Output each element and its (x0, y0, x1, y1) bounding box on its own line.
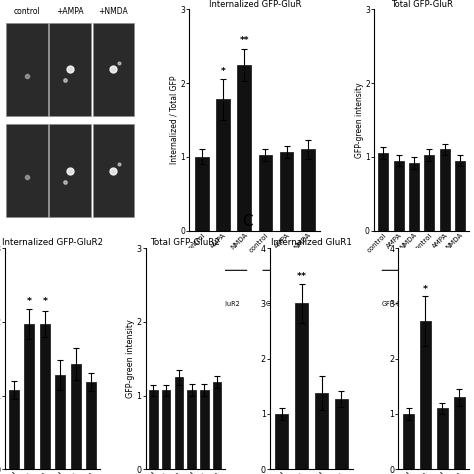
Text: GFP-GluR2: GFP-GluR2 (206, 301, 240, 307)
Title: Internalized GFP-GluR2: Internalized GFP-GluR2 (2, 238, 103, 247)
Bar (162, 391, 170, 469)
Bar (9, 390, 19, 469)
Bar (216, 100, 230, 230)
Bar (420, 321, 431, 469)
Bar (335, 399, 348, 469)
Bar (175, 377, 183, 469)
Text: *: * (27, 297, 32, 306)
Bar (92, 23, 135, 116)
Text: **: ** (239, 36, 249, 45)
Text: GFP-GluR2: GFP-GluR2 (381, 301, 416, 307)
Text: +AMPA: +AMPA (56, 7, 84, 16)
Title: Total GFP-GluR: Total GFP-GluR (391, 0, 453, 9)
Bar (440, 149, 450, 230)
Bar (454, 397, 465, 469)
Y-axis label: GFP-green intensity: GFP-green intensity (355, 82, 364, 158)
Bar (86, 383, 96, 469)
Bar (213, 383, 221, 469)
Bar (275, 414, 288, 469)
Bar (455, 161, 465, 230)
Bar (378, 153, 388, 230)
Bar (188, 390, 196, 469)
Bar (258, 155, 272, 230)
Bar (424, 155, 434, 230)
Bar (280, 152, 293, 230)
Text: *: * (423, 284, 428, 293)
Bar (295, 303, 308, 469)
Bar (55, 375, 65, 469)
Bar (6, 23, 48, 116)
Text: +NMDA: +NMDA (99, 7, 128, 16)
Text: C: C (242, 214, 253, 229)
Y-axis label: GFP-green intensity: GFP-green intensity (126, 319, 135, 398)
Bar (6, 125, 48, 217)
Bar (409, 163, 419, 230)
Bar (92, 125, 135, 217)
Title: Internalized GFP-GluR: Internalized GFP-GluR (209, 0, 301, 9)
Bar (315, 393, 328, 469)
Bar (195, 157, 209, 230)
Text: GFP-GluR2YF: GFP-GluR2YF (265, 301, 308, 307)
Bar (149, 391, 157, 469)
Bar (40, 324, 50, 469)
Bar (301, 149, 315, 230)
Bar (393, 161, 403, 230)
Bar (49, 23, 91, 116)
Bar (49, 125, 91, 217)
Bar (200, 390, 209, 469)
Text: *: * (42, 297, 47, 306)
Text: control: control (14, 7, 40, 16)
Y-axis label: Internalized / Total GFP: Internalized / Total GFP (170, 76, 179, 164)
Title: Internalized GluR1: Internalized GluR1 (271, 238, 352, 247)
Bar (25, 324, 35, 469)
Bar (237, 65, 251, 230)
Bar (71, 364, 81, 469)
Text: GFP-GluR2YF: GFP-GluR2YF (423, 301, 466, 307)
Text: *: * (221, 67, 226, 76)
Title: Total GFP-GluR2: Total GFP-GluR2 (150, 238, 220, 247)
Bar (437, 409, 448, 469)
Text: **: ** (297, 273, 307, 282)
Bar (403, 414, 414, 469)
